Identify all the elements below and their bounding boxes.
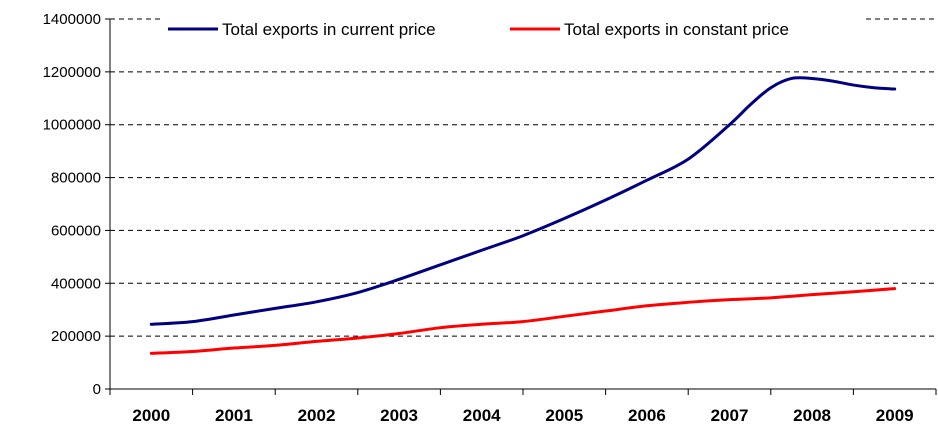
y-tick-label: 200000 [51, 328, 101, 345]
y-tick-label: 1400000 [43, 11, 101, 28]
y-tick-label: 1200000 [43, 64, 101, 81]
legend-label-2: Total exports in constant price [564, 20, 789, 39]
x-tick-label: 2003 [380, 406, 418, 425]
y-tick-label: 400000 [51, 275, 101, 292]
x-tick-label: 2004 [463, 406, 501, 425]
series-line-1 [149, 76, 897, 326]
gridlines [110, 18, 936, 337]
x-tick-label: 2005 [545, 406, 583, 425]
x-tick-label: 2008 [793, 406, 831, 425]
x-tick-label: 2002 [298, 406, 336, 425]
x-tick-label: 2000 [132, 406, 170, 425]
y-tick-label: 600000 [51, 222, 101, 239]
legend-label-1: Total exports in current price [222, 20, 436, 39]
series-lines [149, 76, 897, 355]
x-tick-label: 2001 [215, 406, 253, 425]
x-tick-label: 2007 [711, 406, 749, 425]
legend: Total exports in current price Total expo… [162, 14, 862, 44]
x-tick-label: 2009 [876, 406, 914, 425]
series-line-2 [149, 287, 897, 355]
y-tick-labels: 0 200000 400000 600000 800000 1000000 1200000 1… [43, 11, 101, 398]
y-tick-label: 800000 [51, 170, 101, 187]
y-tick-label: 0 [93, 381, 101, 398]
axes [105, 18, 937, 395]
x-tick-labels: 2000 2001 2002 2003 2004 2005 2006 2007 2008 2009 [132, 406, 913, 425]
y-tick-label: 1000000 [43, 117, 101, 134]
x-tick-label: 2006 [628, 406, 666, 425]
